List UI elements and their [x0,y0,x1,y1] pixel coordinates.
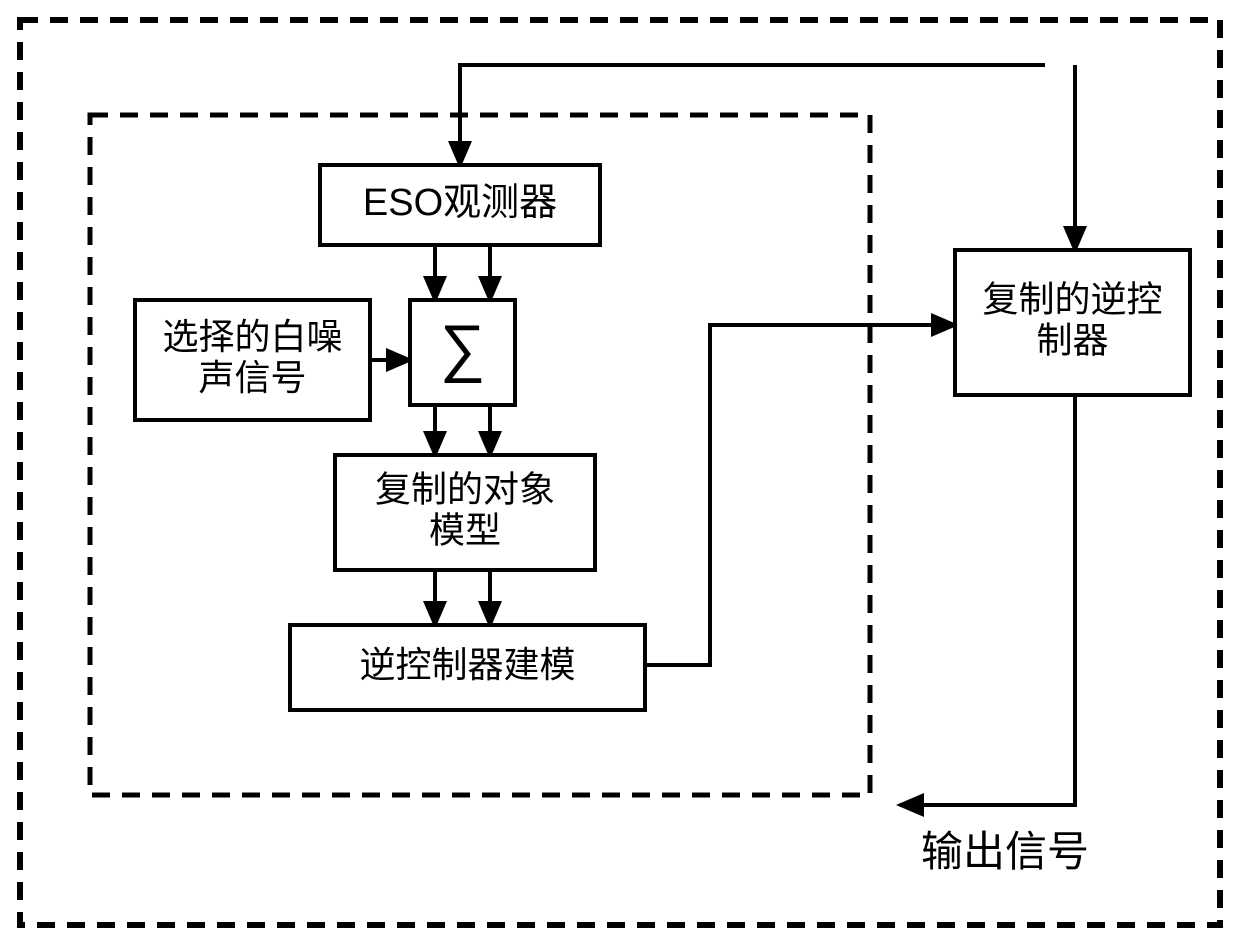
invmodel-block: 逆控制器建模 [290,625,645,710]
edge-ctrl_out [900,395,1075,805]
plant-label: 模型 [429,510,501,551]
output-signal-label: 输出信号 [921,828,1089,875]
sum-block: ∑ [410,300,515,405]
edge-inv_to_ctrl [645,325,955,665]
noise-label: 选择的白噪 [162,316,342,357]
eso-block: ESO观测器 [320,165,600,245]
block-diagram: ESO观测器选择的白噪声信号 ∑ 复制的对象模型逆控制器建模 复制的逆控制器 输出信号 [0,0,1240,945]
eso-label: ESO观测器 [363,182,557,224]
invctrl-label: 复制的逆控 [982,278,1162,319]
invmodel-label: 逆控制器建模 [359,644,575,685]
outer-dashed-box [20,20,1220,925]
plant-label: 复制的对象 [375,468,555,509]
plant-block: 复制的对象模型 [335,455,595,570]
invctrl-block: 复制的逆控制器 [955,250,1190,395]
sum-label: ∑ [440,311,486,383]
noise-label: 声信号 [198,357,306,398]
noise-block: 选择的白噪声信号 [135,300,370,420]
invctrl-label: 制器 [1036,320,1108,361]
